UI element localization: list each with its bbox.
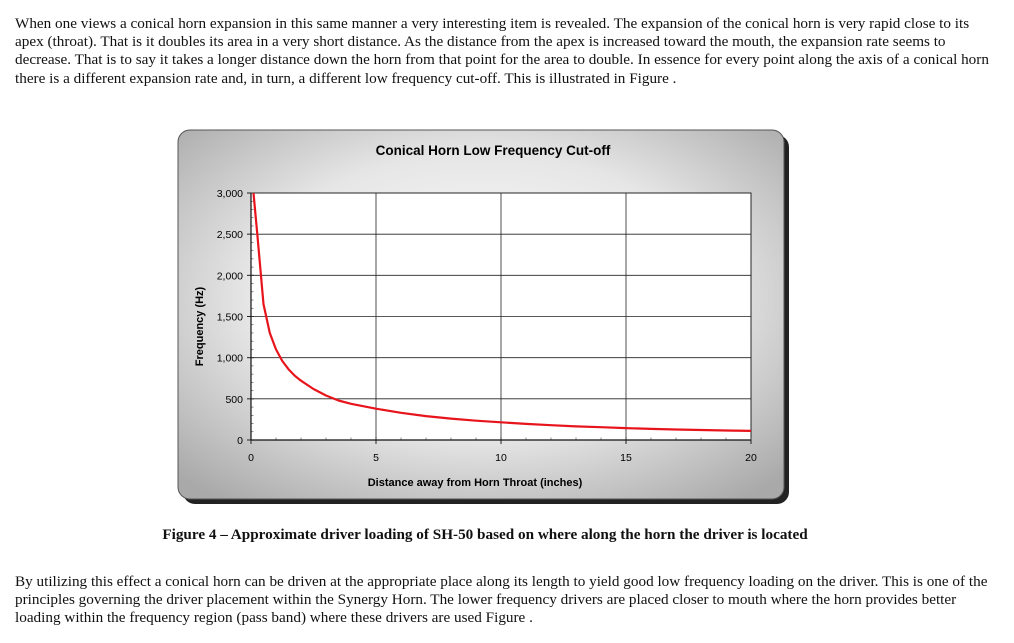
y-tick-label: 1,500: [217, 312, 243, 324]
y-tick-label: 2,000: [217, 270, 243, 282]
chart-svg: 0 500 1,000 1,500 2,000 2,500 3,000 0 5 10 15 20 Co…: [177, 129, 789, 504]
axis-ticks: 0 500 1,000 1,500 2,000 2,500 3,000 0 5 10 15 20: [217, 188, 757, 464]
x-tick-label: 0: [248, 452, 254, 464]
x-tick-label: 5: [373, 452, 379, 464]
y-tick-label: 500: [225, 394, 243, 406]
x-axis-label: Distance away from Horn Throat (inches): [368, 477, 583, 489]
y-tick-label: 1,000: [217, 353, 243, 365]
y-tick-label: 0: [237, 435, 243, 447]
x-tick-label: 15: [620, 452, 632, 464]
figure-caption: Figure 4 – Approximate driver loading of…: [162, 526, 808, 543]
series-layer: [252, 192, 752, 432]
chart-title: Conical Horn Low Frequency Cut-off: [376, 143, 611, 158]
x-tick-label: 20: [745, 452, 757, 464]
y-axis-label: Frequency (Hz): [194, 286, 206, 366]
y-tick-label: 3,000: [217, 188, 243, 200]
x-tick-label: 10: [495, 452, 507, 464]
series-line: [252, 192, 752, 432]
body-paragraph-1: When one views a conical horn expansion …: [15, 15, 989, 87]
body-paragraph-2: By utilizing this effect a conical horn …: [15, 573, 988, 627]
chart: 0 500 1,000 1,500 2,000 2,500 3,000 0 5 10 15 20 Co…: [177, 129, 792, 507]
y-tick-label: 2,500: [217, 229, 243, 241]
gridlines: [251, 192, 752, 440]
